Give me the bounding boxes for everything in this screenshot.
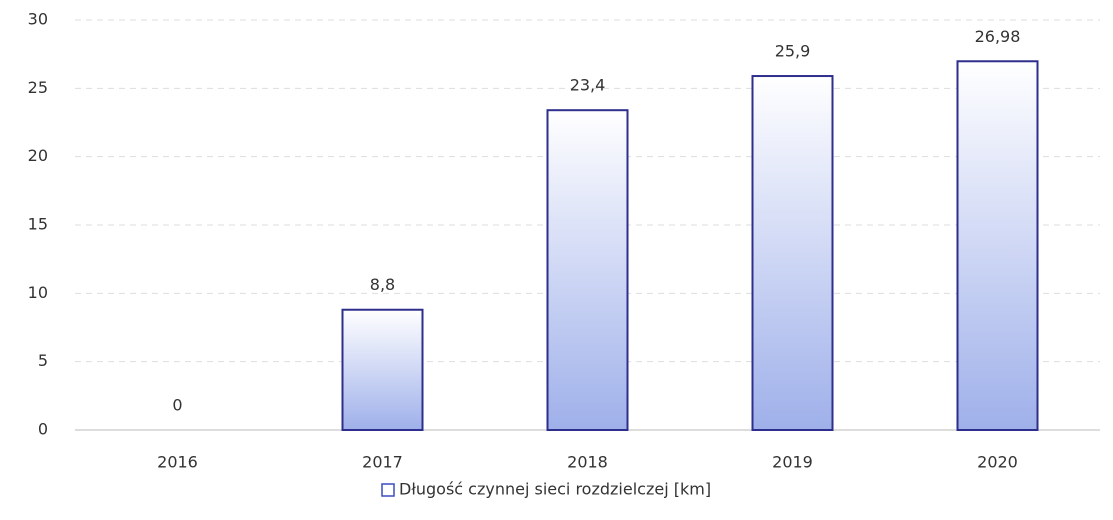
bar (956, 60, 1039, 431)
y-tick-label: 5 (38, 351, 48, 370)
y-tick-label: 10 (28, 283, 48, 302)
x-tick-label: 2017 (362, 453, 403, 472)
y-tick-label: 20 (28, 146, 48, 165)
x-tick-label: 2020 (977, 453, 1018, 472)
y-tick-label: 30 (28, 10, 48, 29)
y-tick-label: 15 (28, 215, 48, 234)
data-label: 0 (172, 396, 182, 415)
bar (546, 109, 629, 431)
legend-swatch (381, 483, 395, 497)
x-tick-label: 2016 (157, 453, 198, 472)
data-label: 26,98 (975, 27, 1021, 46)
legend-label: Długość czynnej sieci rozdzielczej [km] (399, 480, 711, 499)
x-tick-label: 2018 (567, 453, 608, 472)
bar (751, 75, 834, 432)
x-tick-label: 2019 (772, 453, 813, 472)
data-label: 8,8 (370, 275, 395, 294)
data-label: 25,9 (775, 42, 811, 61)
y-tick-label: 25 (28, 78, 48, 97)
data-label: 23,4 (570, 76, 606, 95)
bar (341, 308, 424, 432)
y-tick-label: 0 (38, 420, 48, 439)
